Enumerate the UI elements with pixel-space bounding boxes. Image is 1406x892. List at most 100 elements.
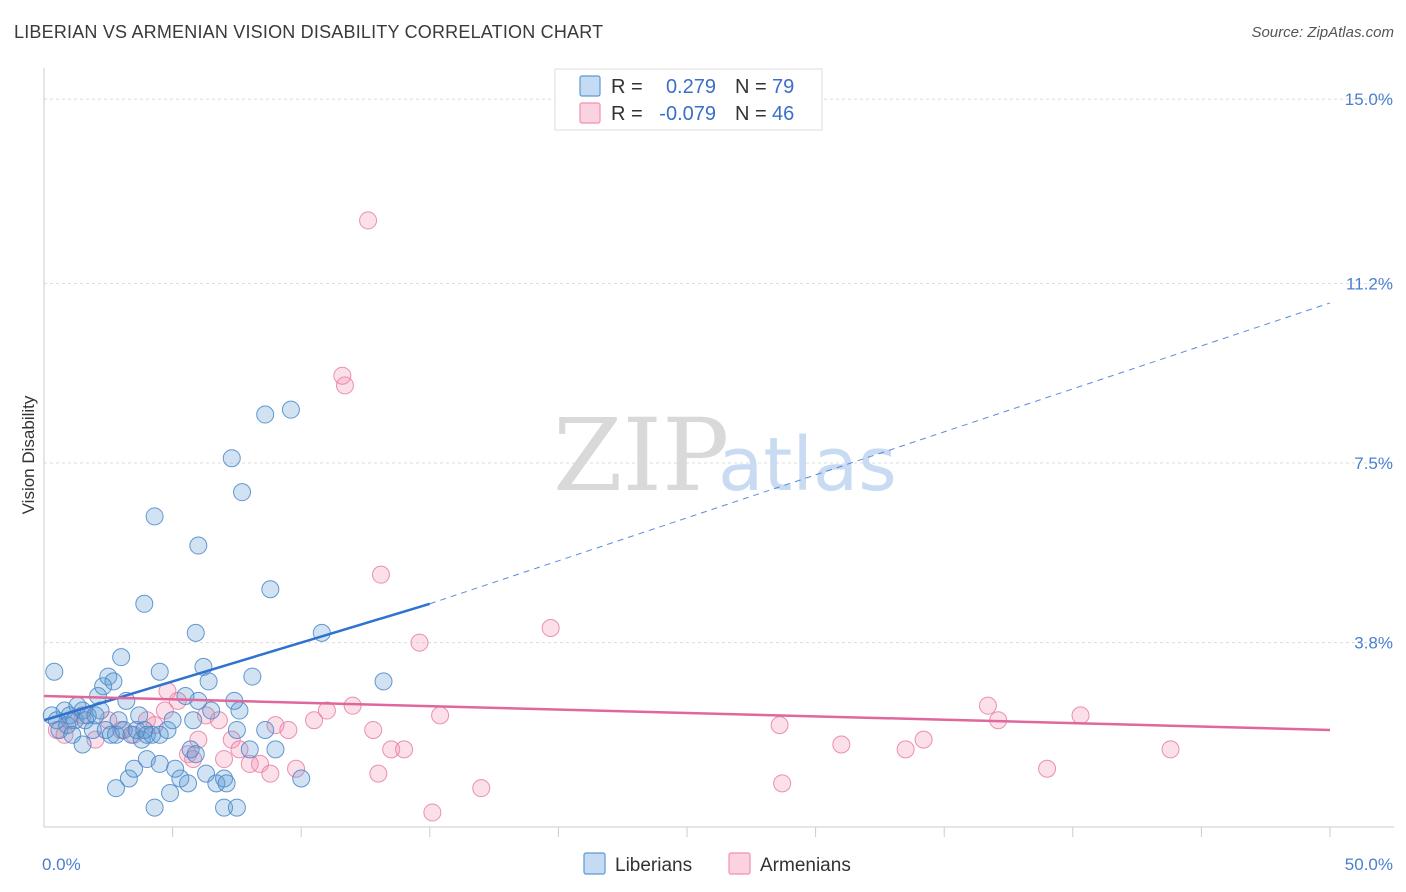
grid-lines bbox=[44, 98, 1394, 644]
liberians-point-66 bbox=[215, 798, 234, 817]
armenians-point-36 bbox=[431, 706, 450, 725]
liberians-point-55 bbox=[217, 774, 236, 793]
armenians-point-28 bbox=[317, 701, 336, 720]
liberians-point-61 bbox=[176, 686, 195, 705]
armenians-point-15 bbox=[189, 730, 208, 749]
liberians-point-21 bbox=[94, 677, 113, 696]
liberians-point-56 bbox=[227, 720, 246, 739]
liberians-trend-line bbox=[43, 602, 431, 722]
watermark: ZIP atlas bbox=[553, 397, 897, 514]
liberians-point-51 bbox=[202, 701, 221, 720]
liberians-point-14 bbox=[86, 706, 105, 725]
y-tick-label-0: 3.8% bbox=[1354, 634, 1393, 653]
liberians-point-67 bbox=[240, 740, 259, 759]
armenians-point-23 bbox=[261, 764, 280, 783]
armenians-point-42 bbox=[896, 740, 915, 759]
liberians-point-9 bbox=[76, 711, 95, 730]
y-tick-label-3: 15.0% bbox=[1345, 90, 1393, 109]
armenians-point-17 bbox=[209, 711, 228, 730]
legend-r-label-1: R = bbox=[611, 76, 643, 98]
armenians-trend-line bbox=[43, 694, 1331, 732]
armenians-point-20 bbox=[215, 750, 234, 769]
legend-swatch-armenians bbox=[579, 102, 601, 124]
legend-n-value-1: 79 bbox=[772, 76, 794, 98]
liberians-point-17 bbox=[73, 735, 92, 754]
legend-r-label-2: R = bbox=[611, 103, 643, 125]
liberians-point-42 bbox=[125, 759, 144, 778]
x-tick-labels: 0.0% 50.0% bbox=[42, 855, 1393, 874]
liberians-point-35 bbox=[130, 706, 149, 725]
legend-n-value-2: 46 bbox=[772, 103, 794, 125]
armenians-point-40 bbox=[773, 774, 792, 793]
liberians-point-10 bbox=[45, 662, 64, 681]
armenians-point-27 bbox=[305, 711, 324, 730]
liberians-point-24 bbox=[109, 711, 128, 730]
armenians-point-21 bbox=[240, 754, 259, 773]
armenians-point-30 bbox=[364, 720, 383, 739]
liberians-point-77 bbox=[233, 483, 252, 502]
y-tick-label-2: 11.2% bbox=[1346, 275, 1393, 294]
bottom-legend-swatch-armenians bbox=[728, 852, 751, 875]
liberians-point-36 bbox=[158, 720, 177, 739]
armenians-point-25 bbox=[279, 720, 298, 739]
armenians-point-10 bbox=[155, 701, 174, 720]
axes bbox=[43, 68, 1394, 837]
liberians-point-70 bbox=[266, 740, 285, 759]
watermark-zip: ZIP bbox=[553, 397, 729, 514]
armenians-point-48 bbox=[1161, 740, 1180, 759]
armenians-point-41 bbox=[832, 735, 851, 754]
armenians-point-51 bbox=[371, 565, 390, 584]
armenians-point-32 bbox=[369, 764, 388, 783]
armenians-point-26 bbox=[287, 759, 306, 778]
x-tick-label-1: 50.0% bbox=[1345, 855, 1393, 874]
liberians-point-31 bbox=[137, 725, 156, 744]
chart-title: LIBERIAN VS ARMENIAN VISION DISABILITY C… bbox=[14, 22, 604, 42]
liberians-point-68 bbox=[243, 667, 262, 686]
armenians-point-29 bbox=[343, 696, 362, 715]
liberians-point-75 bbox=[189, 536, 208, 555]
source-label: Source: ZipAtlas.com bbox=[1251, 24, 1394, 41]
legend: R = 0.279 N = 79 R = -0.079 N = 46 bbox=[554, 68, 823, 131]
armenians-point-47 bbox=[1071, 706, 1090, 725]
liberians-point-23 bbox=[104, 672, 123, 691]
liberians-point-74 bbox=[261, 580, 280, 599]
liberians-trend-dashed bbox=[429, 302, 1331, 605]
liberians-point-76 bbox=[145, 507, 164, 526]
legend-n-label-1: N = bbox=[735, 76, 767, 98]
y-axis-label: Vision Disability bbox=[19, 395, 38, 514]
liberians-point-13 bbox=[83, 720, 102, 739]
armenians-point-52 bbox=[359, 211, 378, 230]
x-tick-label-0: 0.0% bbox=[42, 855, 81, 874]
armenians-point-50 bbox=[333, 366, 352, 385]
y-tick-label-1: 7.5% bbox=[1354, 454, 1393, 473]
liberians-point-63 bbox=[150, 662, 169, 681]
liberians-point-22 bbox=[99, 667, 118, 686]
legend-r-value-1: 0.279 bbox=[666, 76, 716, 98]
armenians-point-33 bbox=[395, 740, 414, 759]
armenians-point-43 bbox=[914, 730, 933, 749]
liberians-point-46 bbox=[145, 798, 164, 817]
legend-n-label-2: N = bbox=[735, 103, 767, 125]
liberians-point-40 bbox=[107, 779, 126, 798]
trend-lines bbox=[43, 302, 1331, 732]
liberians-point-78 bbox=[222, 449, 241, 468]
liberians-point-47 bbox=[161, 784, 180, 803]
series-armenians bbox=[47, 211, 1180, 822]
bottom-legend-swatch-liberians bbox=[583, 852, 606, 875]
liberians-point-79 bbox=[227, 798, 246, 817]
armenians-point-37 bbox=[472, 779, 491, 798]
liberians-point-34 bbox=[135, 720, 154, 739]
armenians-point-35 bbox=[423, 803, 442, 822]
armenians-point-31 bbox=[382, 740, 401, 759]
liberians-point-48 bbox=[181, 740, 200, 759]
liberians-point-16 bbox=[96, 720, 115, 739]
armenians-point-18 bbox=[222, 730, 241, 749]
armenians-point-34 bbox=[410, 633, 429, 652]
y-tick-labels: 3.8% 7.5% 11.2% 15.0% bbox=[1345, 90, 1393, 652]
armenians-point-38 bbox=[541, 619, 560, 638]
liberians-point-64 bbox=[186, 623, 205, 642]
armenians-point-46 bbox=[1038, 759, 1057, 778]
legend-swatch-liberians bbox=[579, 75, 601, 97]
armenians-point-13 bbox=[179, 745, 198, 764]
